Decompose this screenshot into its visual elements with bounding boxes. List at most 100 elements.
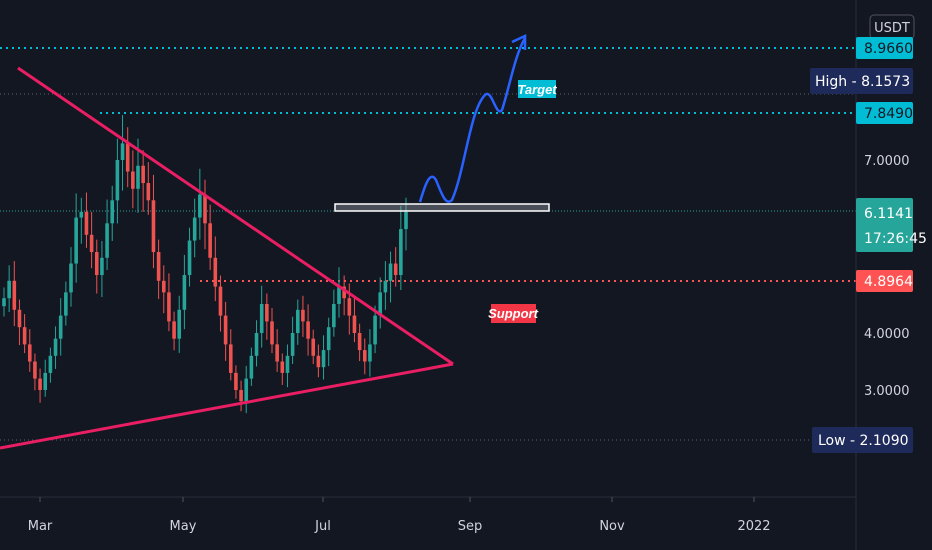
candle — [198, 168, 202, 240]
price-axis[interactable]: 3.0000 4.0000 7.0000 — [864, 154, 910, 399]
time-axis[interactable]: Mar May Jul Sep Nov 2022 — [28, 497, 771, 534]
svg-text:High - 8.1573: High - 8.1573 — [815, 74, 910, 90]
candle — [378, 277, 383, 329]
candle — [326, 317, 331, 367]
candle — [280, 353, 285, 385]
candle — [167, 273, 171, 332]
candle — [290, 316, 295, 365]
candle — [94, 239, 99, 294]
y-tick-label: 3.0000 — [864, 384, 910, 399]
low-badge: Low - 2.1090 — [812, 427, 913, 453]
candle — [254, 320, 259, 367]
x-tick-label: 2022 — [737, 519, 770, 534]
candle — [89, 211, 94, 269]
price-badges: 8.9660 High - 8.1573 7.8490 6.1141 17:26:45 4… — [810, 37, 927, 453]
candle — [161, 265, 166, 314]
candle — [110, 185, 115, 241]
candle — [203, 179, 207, 250]
x-tick-label: Mar — [28, 519, 53, 534]
candle — [7, 265, 11, 313]
candle — [337, 267, 341, 318]
candle — [105, 199, 109, 270]
candle — [33, 353, 37, 391]
y-tick-label: 4.0000 — [864, 327, 910, 342]
candle — [187, 227, 192, 287]
top-dotted-badge: 8.9660 — [856, 37, 913, 59]
candle — [265, 293, 269, 340]
level-lines — [0, 47, 856, 441]
y-tick-label: 7.0000 — [864, 154, 910, 169]
candle — [404, 197, 408, 251]
svg-text:4.8964: 4.8964 — [864, 274, 913, 290]
candle — [239, 380, 243, 412]
candle — [141, 150, 145, 212]
candle — [373, 305, 377, 354]
svg-text:Low - 2.1090: Low - 2.1090 — [818, 433, 909, 449]
candle — [120, 115, 125, 191]
resistance-box[interactable] — [334, 203, 550, 212]
candle — [151, 174, 156, 269]
candle — [17, 299, 22, 346]
projection-path[interactable] — [418, 37, 527, 203]
candle — [156, 239, 161, 299]
candle — [223, 301, 228, 361]
x-tick-label: Jul — [314, 519, 331, 534]
candle — [208, 204, 212, 270]
candle — [234, 365, 238, 399]
candle — [74, 193, 78, 283]
candle — [270, 307, 274, 354]
candle — [388, 251, 393, 303]
candle — [228, 329, 233, 381]
target-tag-bg — [518, 80, 556, 98]
candle — [321, 335, 326, 380]
drawings: Target Support — [0, 34, 557, 450]
candle — [306, 304, 310, 356]
candle — [275, 329, 279, 372]
candle — [58, 298, 63, 356]
candle — [22, 314, 27, 354]
svg-text:17:26:45: 17:26:45 — [864, 231, 927, 247]
candle — [79, 197, 84, 244]
candle — [244, 365, 249, 414]
candle — [249, 347, 254, 386]
candle — [172, 311, 176, 351]
candle — [64, 281, 68, 326]
triangle-upper-trendline[interactable] — [17, 66, 454, 366]
x-tick-label: May — [170, 519, 197, 534]
candle — [48, 347, 53, 383]
candle — [393, 247, 398, 287]
candle — [53, 326, 58, 369]
support-tag[interactable]: Support — [488, 306, 538, 321]
candle — [69, 247, 73, 307]
candle — [218, 275, 223, 332]
current-price-badge: 6.1141 17:26:45 — [856, 198, 927, 252]
x-tick-label: Sep — [458, 519, 483, 534]
candle — [362, 338, 367, 375]
candle — [352, 298, 357, 343]
candle — [357, 323, 362, 362]
candle — [301, 295, 305, 337]
svg-text:8.9660: 8.9660 — [864, 41, 913, 57]
candle — [332, 289, 336, 337]
triangle-lower-trendline[interactable] — [0, 362, 454, 450]
currency-button[interactable]: USDT — [874, 21, 910, 36]
support-tag-bg — [491, 304, 536, 323]
candle — [259, 285, 264, 348]
candle — [43, 359, 48, 397]
candle — [84, 192, 89, 248]
candle — [368, 329, 372, 377]
candle — [342, 275, 346, 316]
candle — [177, 295, 182, 353]
candle — [192, 198, 197, 258]
candle — [182, 254, 187, 330]
candle — [383, 261, 388, 310]
high-badge: High - 8.1573 — [810, 68, 913, 94]
candle — [316, 344, 321, 378]
candle — [115, 138, 120, 224]
candle — [213, 236, 218, 302]
candle — [131, 150, 135, 209]
target-tag[interactable]: Target — [517, 82, 557, 97]
candle — [311, 329, 316, 365]
